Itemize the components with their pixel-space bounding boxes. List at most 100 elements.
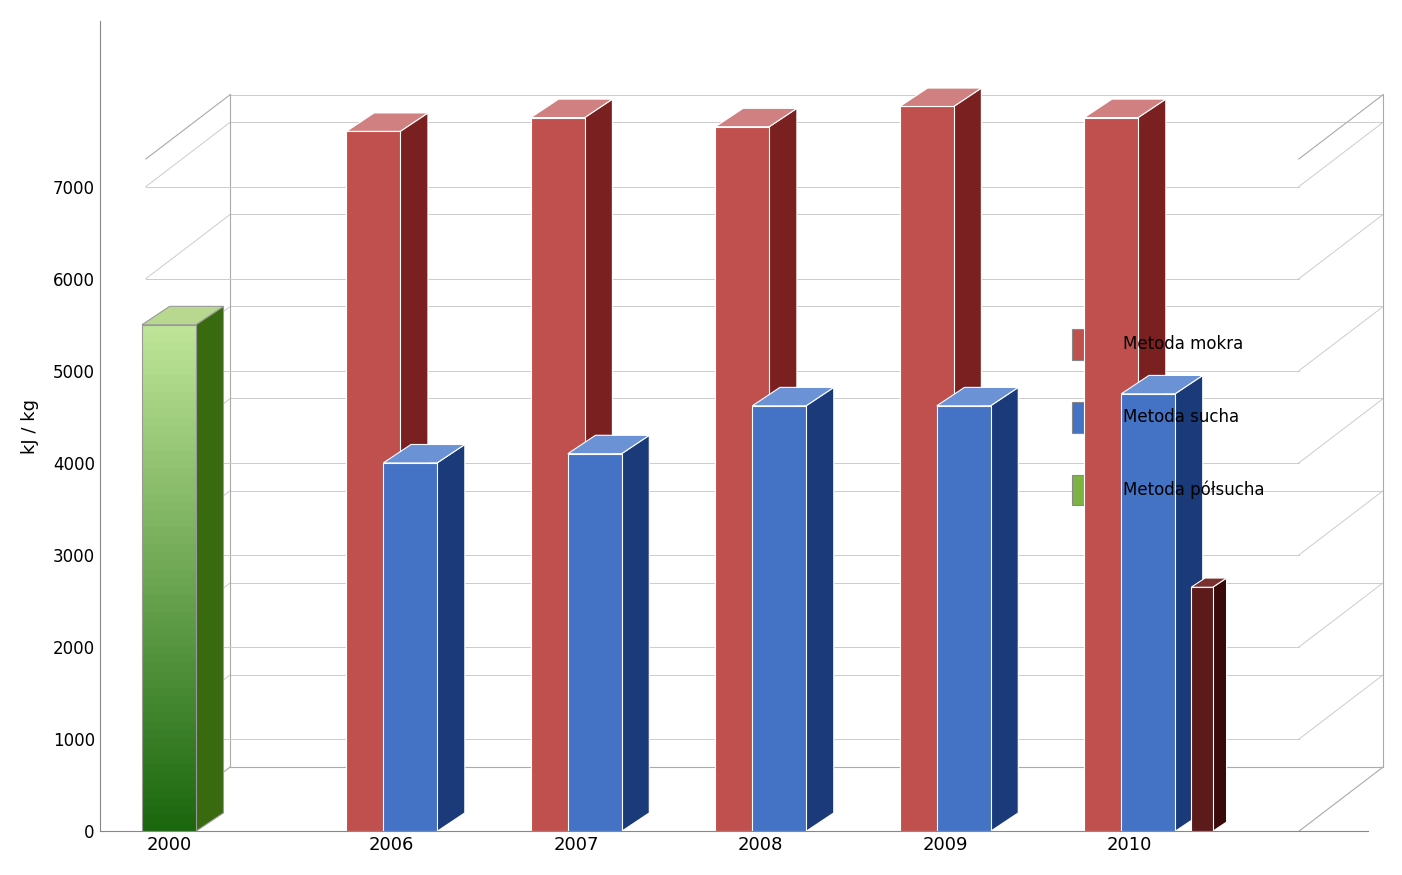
Bar <box>142 570 196 578</box>
Bar <box>142 544 196 553</box>
Bar <box>142 519 196 528</box>
Bar <box>142 341 196 350</box>
Bar <box>1073 402 1115 432</box>
Bar <box>142 477 196 485</box>
Bar <box>142 637 196 646</box>
Bar <box>142 654 196 662</box>
Bar <box>1073 329 1115 360</box>
Y-axis label: kJ / kg: kJ / kg <box>21 399 39 453</box>
Bar <box>142 528 196 536</box>
Bar <box>142 460 196 468</box>
Bar <box>142 443 196 452</box>
Bar <box>142 435 196 443</box>
Polygon shape <box>383 444 465 463</box>
Bar <box>142 553 196 561</box>
Bar <box>1084 117 1138 831</box>
Bar <box>568 454 621 831</box>
Bar <box>142 646 196 654</box>
Bar <box>142 392 196 401</box>
Bar <box>142 704 196 713</box>
Polygon shape <box>531 99 613 117</box>
Bar <box>142 350 196 359</box>
Bar <box>142 333 196 341</box>
Polygon shape <box>585 99 613 831</box>
Bar <box>142 452 196 460</box>
Polygon shape <box>400 113 428 831</box>
Bar <box>937 406 991 831</box>
Bar <box>142 367 196 375</box>
Bar <box>142 815 196 822</box>
Bar <box>142 426 196 435</box>
Bar <box>142 696 196 704</box>
Bar <box>142 595 196 604</box>
Bar <box>142 738 196 747</box>
Bar <box>142 359 196 367</box>
Bar <box>142 722 196 730</box>
Polygon shape <box>568 435 649 454</box>
Bar <box>142 679 196 688</box>
Bar <box>383 463 437 831</box>
Bar <box>142 384 196 392</box>
Polygon shape <box>1138 99 1166 831</box>
Bar <box>142 510 196 519</box>
Bar <box>142 604 196 612</box>
Bar <box>142 822 196 831</box>
Bar <box>142 789 196 797</box>
Bar <box>142 662 196 671</box>
Polygon shape <box>991 388 1018 831</box>
Bar <box>1192 587 1213 831</box>
Bar <box>1073 475 1115 506</box>
Bar <box>142 468 196 477</box>
Polygon shape <box>937 388 1018 406</box>
Polygon shape <box>1122 375 1203 394</box>
Bar <box>142 410 196 417</box>
Bar <box>142 671 196 679</box>
Bar <box>142 780 196 789</box>
Bar <box>142 493 196 502</box>
Polygon shape <box>1213 578 1227 831</box>
Bar <box>142 628 196 637</box>
Bar <box>142 747 196 755</box>
Text: Metoda półsucha: Metoda półsucha <box>1123 481 1265 500</box>
Bar <box>142 536 196 544</box>
Bar <box>753 406 806 831</box>
Bar <box>142 806 196 815</box>
Bar <box>142 375 196 384</box>
Polygon shape <box>806 388 834 831</box>
Bar <box>142 578 196 586</box>
Bar <box>142 325 196 831</box>
Bar <box>142 612 196 620</box>
Bar <box>142 620 196 628</box>
Bar <box>142 764 196 773</box>
Bar <box>142 688 196 696</box>
Polygon shape <box>142 306 223 325</box>
Bar <box>142 417 196 426</box>
Polygon shape <box>1192 578 1227 587</box>
Bar <box>142 755 196 764</box>
Polygon shape <box>753 388 834 406</box>
Bar <box>142 773 196 780</box>
Bar <box>1122 394 1175 831</box>
Bar <box>142 485 196 493</box>
Polygon shape <box>770 108 796 831</box>
Polygon shape <box>1084 99 1166 117</box>
Text: Metoda mokra: Metoda mokra <box>1123 335 1244 354</box>
Bar <box>142 730 196 738</box>
Bar <box>715 127 770 831</box>
Bar <box>531 117 585 831</box>
Polygon shape <box>346 113 428 131</box>
Bar <box>142 561 196 570</box>
Bar <box>142 502 196 510</box>
Bar <box>142 797 196 806</box>
Bar <box>346 131 400 831</box>
Bar <box>142 713 196 722</box>
Bar <box>142 401 196 410</box>
Bar <box>900 107 953 831</box>
Polygon shape <box>196 306 223 831</box>
Polygon shape <box>437 444 465 831</box>
Polygon shape <box>715 108 796 127</box>
Bar <box>142 586 196 595</box>
Polygon shape <box>900 88 981 107</box>
Bar <box>142 325 196 333</box>
Text: Metoda sucha: Metoda sucha <box>1123 408 1239 426</box>
